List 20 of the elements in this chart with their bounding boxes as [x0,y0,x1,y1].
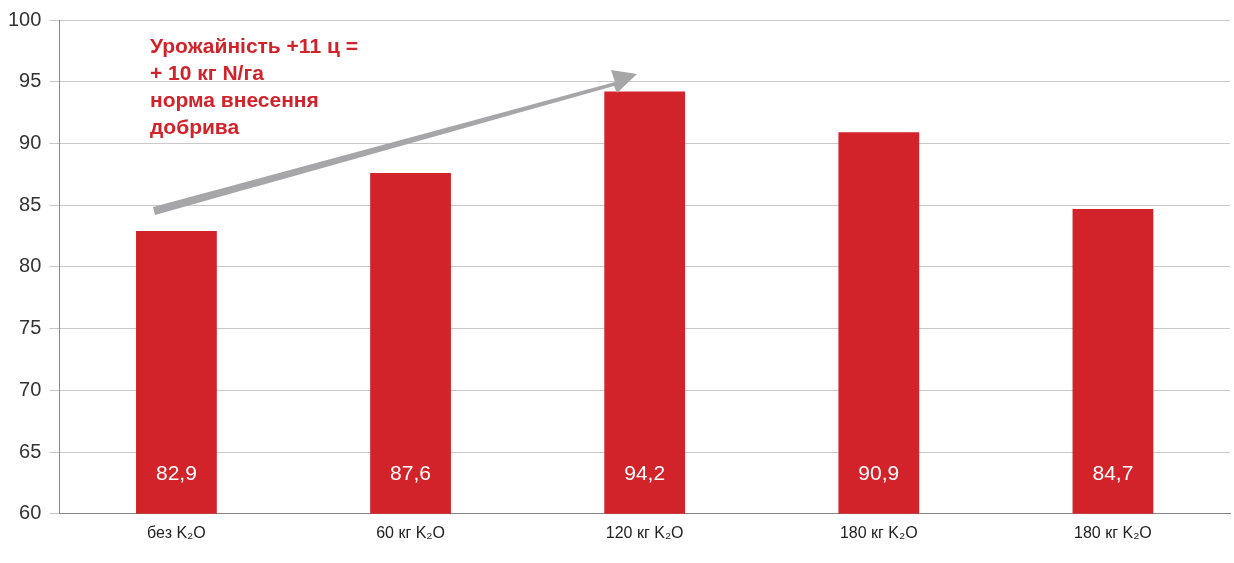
y-tick-label: 85 [19,192,42,215]
annotation: Урожайність +11 ц = + 10 кг N/га норма внесення добрива [150,33,358,140]
y-tick-label: 80 [19,254,42,277]
x-tick-label: 180 кг K₂O [839,523,918,541]
x-tick-label: 180 кг K₂O [1074,523,1152,541]
y-tick-label: 90 [19,130,42,153]
x-tick-label: без K₂O [147,523,206,541]
y-tick-label: 60 [19,501,42,524]
data-label: 87,6 [390,460,431,484]
y-tick-label: 95 [19,69,42,92]
data-label: 84,7 [1092,460,1134,484]
x-tick-label: 120 кг K₂O [605,523,684,541]
data-label: 90,9 [858,460,900,484]
y-tick-label: 75 [19,316,42,339]
data-label: 94,2 [624,460,666,484]
data-label: 82,9 [155,460,197,484]
x-tick-label: 60 кг K₂O [376,523,445,541]
y-tick-label: 65 [19,439,42,462]
y-tick-label: 70 [19,377,42,400]
y-tick-label: 100 [7,7,42,30]
